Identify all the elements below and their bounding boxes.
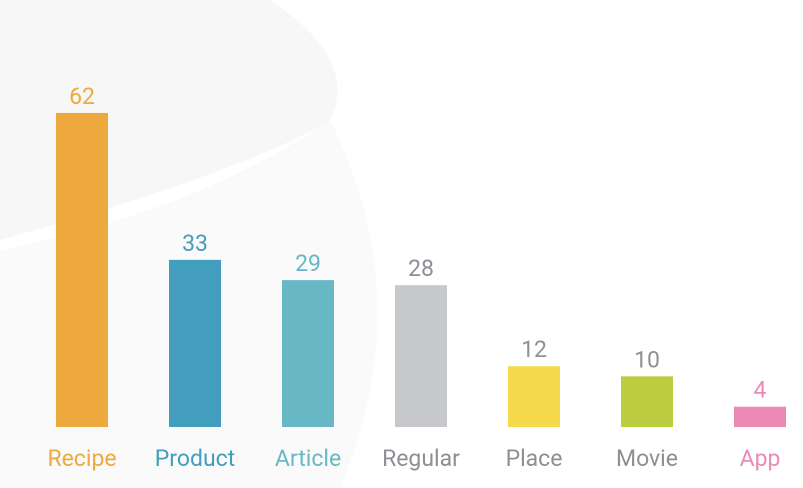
bar [621, 376, 673, 427]
bar [734, 406, 786, 427]
category-label: Place [506, 445, 563, 472]
value-label: 10 [634, 346, 660, 373]
bar [395, 285, 447, 427]
category-label: App [740, 445, 781, 472]
value-label: 4 [754, 377, 767, 404]
bar [56, 112, 108, 427]
value-label: 33 [182, 230, 208, 257]
category-label: Movie [616, 445, 678, 472]
category-label: Article [275, 445, 341, 472]
value-label: 12 [521, 336, 547, 363]
category-label: Product [155, 445, 235, 472]
category-label: Recipe [47, 445, 116, 472]
bar [508, 366, 560, 427]
bar [282, 280, 334, 427]
value-label: 28 [408, 255, 434, 282]
value-label: 29 [295, 250, 321, 277]
value-label: 62 [69, 83, 95, 110]
category-label: Regular [382, 445, 460, 472]
bar [169, 259, 221, 427]
